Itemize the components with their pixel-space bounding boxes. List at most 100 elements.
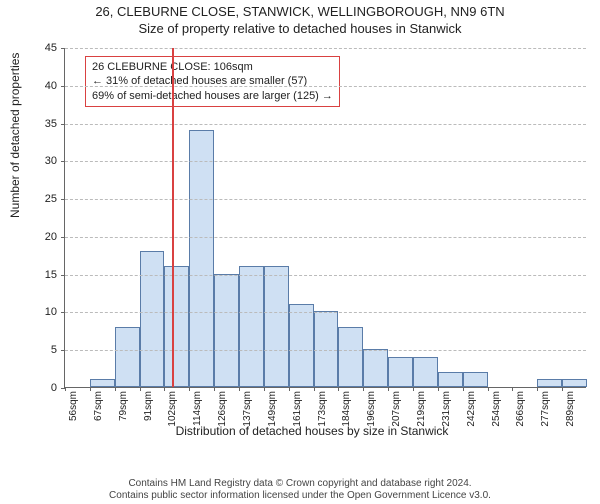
grid-line <box>65 48 586 49</box>
page-title-address: 26, CLEBURNE CLOSE, STANWICK, WELLINGBOR… <box>0 4 600 19</box>
x-tick <box>488 387 489 391</box>
histogram-bar <box>164 266 189 387</box>
histogram-bar <box>140 251 165 387</box>
x-tick <box>363 387 364 391</box>
footer-attribution: Contains HM Land Registry data © Crown c… <box>0 478 600 502</box>
grid-line <box>65 350 586 351</box>
x-tick <box>289 387 290 391</box>
histogram-bar <box>438 372 463 387</box>
histogram-bar <box>388 357 413 387</box>
x-tick <box>189 387 190 391</box>
x-tick-label: 56sqm <box>68 391 79 421</box>
y-tick <box>61 199 65 200</box>
y-tick-label: 0 <box>51 382 57 394</box>
x-tick <box>537 387 538 391</box>
x-tick-label: 207sqm <box>391 391 402 427</box>
histogram-bar <box>115 327 140 387</box>
y-tick-label: 45 <box>45 42 57 54</box>
y-tick <box>61 48 65 49</box>
footer-line2: Contains public sector information licen… <box>0 490 600 502</box>
x-tick <box>115 387 116 391</box>
x-tick <box>438 387 439 391</box>
y-tick-label: 30 <box>45 155 57 167</box>
histogram-bar <box>314 311 339 387</box>
x-tick-label: 79sqm <box>118 391 129 421</box>
x-tick-label: 161sqm <box>292 391 303 427</box>
y-axis-title: Number of detached properties <box>8 53 22 218</box>
y-tick-label: 5 <box>51 344 57 356</box>
x-tick <box>164 387 165 391</box>
annotation-box: 26 CLEBURNE CLOSE: 106sqm ← 31% of detac… <box>85 56 340 107</box>
x-tick <box>512 387 513 391</box>
x-tick-label: 289sqm <box>565 391 576 427</box>
x-tick-label: 173sqm <box>317 391 328 427</box>
y-tick <box>61 124 65 125</box>
annotation-line3: 69% of semi-detached houses are larger (… <box>92 89 333 103</box>
histogram-bar <box>90 379 115 387</box>
y-tick-label: 10 <box>45 306 57 318</box>
histogram-bar <box>413 357 438 387</box>
marker-line <box>172 48 174 387</box>
x-tick-label: 219sqm <box>416 391 427 427</box>
y-tick-label: 25 <box>45 193 57 205</box>
x-tick-label: 196sqm <box>366 391 377 427</box>
x-tick <box>388 387 389 391</box>
y-tick-label: 40 <box>45 80 57 92</box>
x-tick-label: 184sqm <box>341 391 352 427</box>
x-tick-label: 114sqm <box>192 391 203 426</box>
histogram-bar <box>463 372 488 387</box>
page-subtitle: Size of property relative to detached ho… <box>0 21 600 36</box>
histogram-bar <box>264 266 289 387</box>
y-tick-label: 15 <box>45 269 57 281</box>
x-tick-label: 231sqm <box>441 391 452 427</box>
x-tick-label: 266sqm <box>515 391 526 427</box>
x-tick <box>338 387 339 391</box>
annotation-line1: 26 CLEBURNE CLOSE: 106sqm <box>92 60 333 74</box>
grid-line <box>65 124 586 125</box>
x-tick-label: 242sqm <box>466 391 477 427</box>
x-tick-label: 102sqm <box>167 391 178 427</box>
footer-line1: Contains HM Land Registry data © Crown c… <box>0 478 600 490</box>
x-tick <box>140 387 141 391</box>
y-tick <box>61 86 65 87</box>
histogram-bar <box>189 130 214 387</box>
y-tick <box>61 312 65 313</box>
y-tick-label: 20 <box>45 231 57 243</box>
x-axis-title: Distribution of detached houses by size … <box>38 424 586 438</box>
histogram-bar <box>289 304 314 387</box>
y-tick <box>61 275 65 276</box>
x-tick <box>463 387 464 391</box>
y-tick-label: 35 <box>45 118 57 130</box>
y-tick <box>61 350 65 351</box>
x-tick-label: 137sqm <box>242 391 253 427</box>
x-tick <box>264 387 265 391</box>
grid-line <box>65 237 586 238</box>
grid-line <box>65 161 586 162</box>
x-tick <box>413 387 414 391</box>
x-tick-label: 277sqm <box>540 391 551 427</box>
x-tick <box>90 387 91 391</box>
x-tick <box>239 387 240 391</box>
histogram-bar <box>338 327 363 387</box>
y-tick <box>61 237 65 238</box>
histogram-bar <box>363 349 388 387</box>
x-tick <box>314 387 315 391</box>
y-tick <box>61 161 65 162</box>
grid-line <box>65 312 586 313</box>
grid-line <box>65 86 586 87</box>
x-tick-label: 67sqm <box>93 391 104 421</box>
grid-line <box>65 275 586 276</box>
histogram-bar <box>537 379 562 387</box>
x-tick <box>65 387 66 391</box>
x-tick-label: 126sqm <box>217 391 228 427</box>
x-tick-label: 149sqm <box>267 391 278 427</box>
x-tick <box>562 387 563 391</box>
grid-line <box>65 199 586 200</box>
histogram-bar <box>562 379 587 387</box>
plot-area: 26 CLEBURNE CLOSE: 106sqm ← 31% of detac… <box>64 48 586 388</box>
histogram-chart: Number of detached properties 26 CLEBURN… <box>38 48 586 438</box>
histogram-bar <box>239 266 264 387</box>
x-tick <box>214 387 215 391</box>
x-tick-label: 254sqm <box>491 391 502 427</box>
histogram-bar <box>214 274 239 387</box>
